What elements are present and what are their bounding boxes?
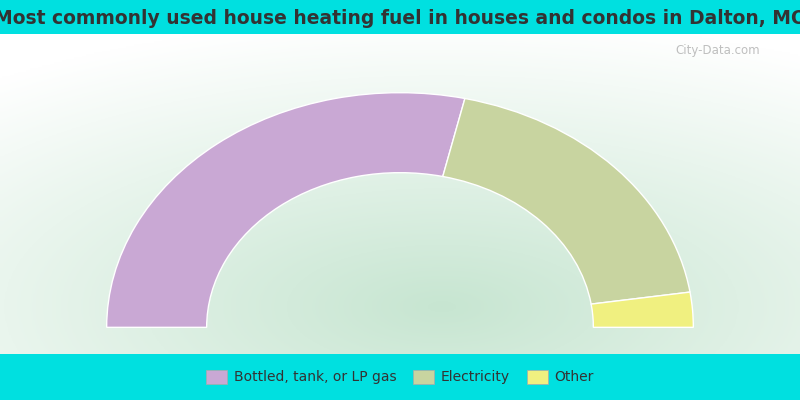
- Text: Most commonly used house heating fuel in houses and condos in Dalton, MO: Most commonly used house heating fuel in…: [0, 9, 800, 28]
- Legend: Bottled, tank, or LP gas, Electricity, Other: Bottled, tank, or LP gas, Electricity, O…: [201, 364, 599, 390]
- Wedge shape: [442, 98, 690, 304]
- Wedge shape: [106, 93, 465, 327]
- Text: City-Data.com: City-Data.com: [675, 44, 760, 57]
- Wedge shape: [591, 292, 694, 327]
